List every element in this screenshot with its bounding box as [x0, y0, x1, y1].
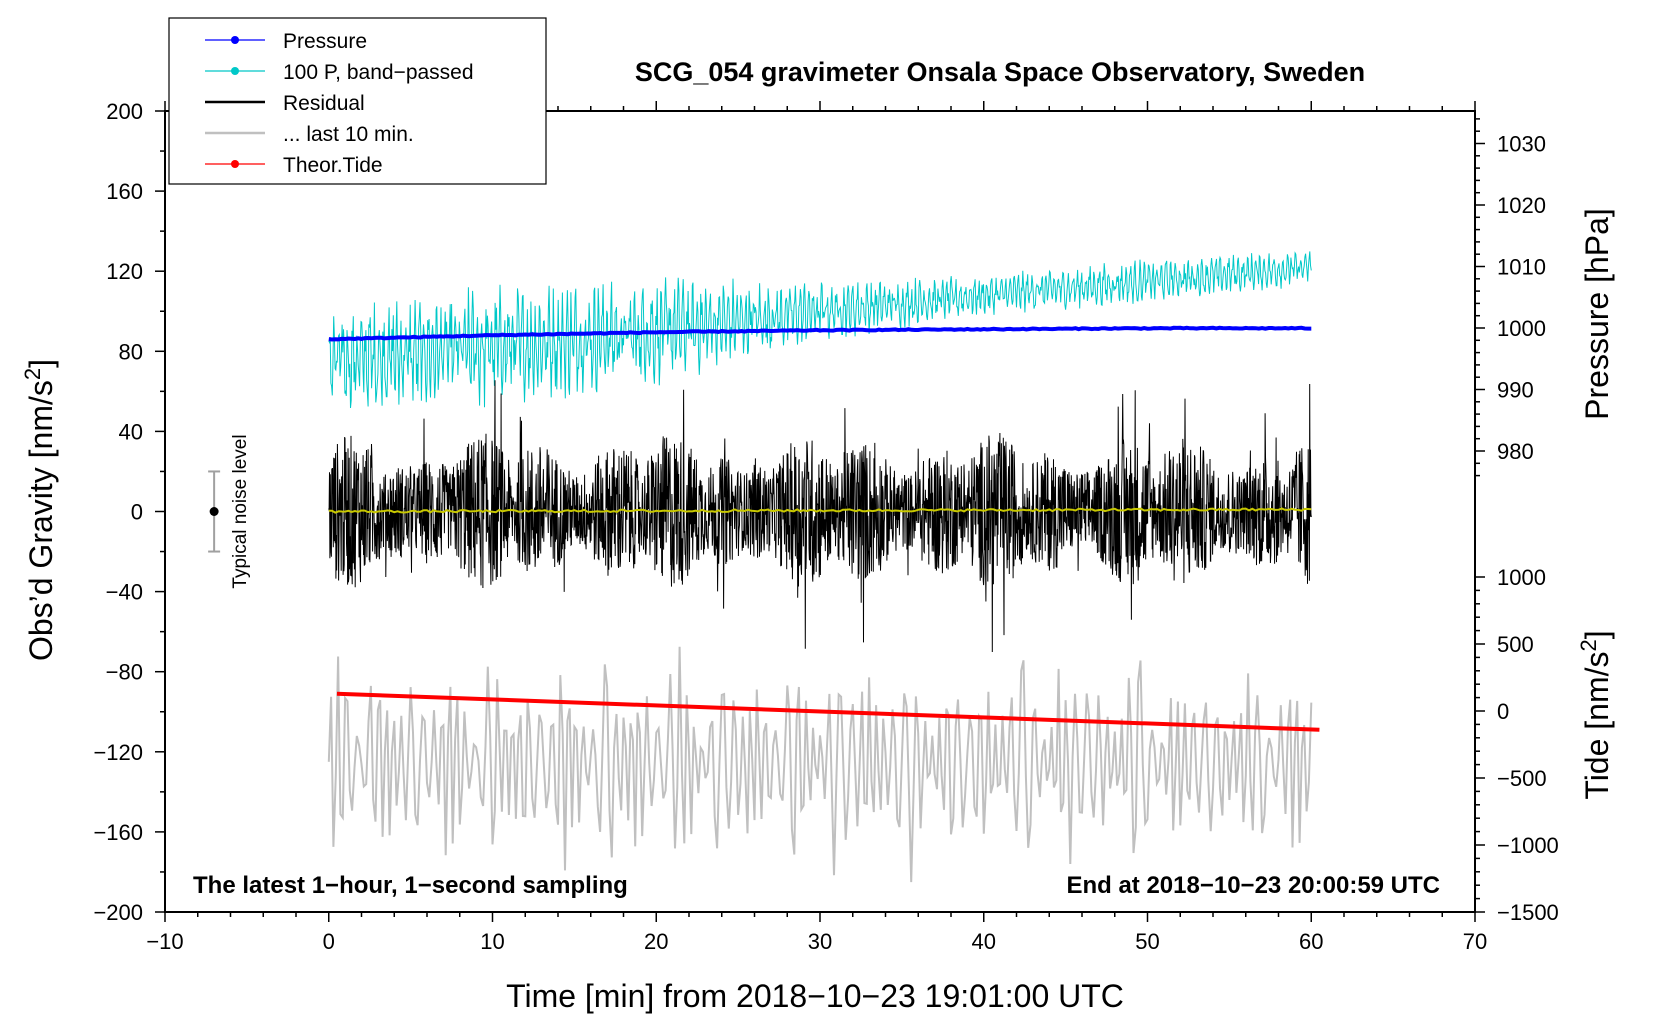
series-band-passed [328, 251, 1312, 409]
y-tick-label: −200 [93, 900, 143, 925]
y-tick-label: 80 [119, 339, 143, 364]
y-tick-label: −160 [93, 820, 143, 845]
x-tick-label: 20 [644, 929, 668, 954]
y-tick-label: 0 [131, 500, 143, 525]
pressure-tick-label: 1000 [1497, 316, 1546, 341]
tide-tick-label: 1000 [1497, 565, 1546, 590]
series-last-10-min [327, 646, 1313, 883]
x-tick-label: 30 [808, 929, 832, 954]
x-tick-label: 70 [1463, 929, 1487, 954]
chart-title: SCG_054 gravimeter Onsala Space Observat… [635, 57, 1365, 87]
y-tick-label: 200 [106, 99, 143, 124]
legend-entry-last-10-min: ... last 10 min. [205, 123, 414, 146]
noise-level-dot [209, 507, 219, 516]
pressure-tick-label: 990 [1497, 378, 1534, 403]
legend-label-pressure: Pressure [283, 30, 367, 53]
x-tick-label: −10 [146, 929, 183, 954]
legend-entry-residual: Residual [205, 92, 365, 115]
tide-tick-label: 500 [1497, 632, 1534, 657]
series-theor-tide [336, 691, 1320, 732]
y-tick-label: −40 [106, 580, 143, 605]
y-tick-label: −120 [93, 740, 143, 765]
legend-label-residual: Residual [283, 92, 365, 115]
x-tick-label: 0 [323, 929, 335, 954]
x-tick-label: 60 [1299, 929, 1323, 954]
pressure-tick-label: 1010 [1497, 255, 1546, 280]
series-residual [328, 380, 1312, 653]
y-axis-title-left-sup: 2 [20, 368, 45, 380]
noise-level-indicator: Typical noise level [208, 434, 251, 589]
tide-tick-label: −1500 [1497, 900, 1559, 925]
series-layer [327, 251, 1320, 883]
legend-entry-pressure: Pressure [205, 30, 367, 53]
y-axis-title-tide-main: Tide [nm/s [1579, 651, 1615, 799]
y-axis-title-tide: Tide [nm/s2] [1576, 630, 1615, 799]
legend-marker-band-passed [231, 67, 239, 75]
legend-marker-pressure [231, 36, 239, 44]
annotation-end-time: End at 2018−10−23 20:00:59 UTC [1066, 872, 1440, 899]
tide-tick-label: 0 [1497, 699, 1509, 724]
series-pressure [328, 325, 1312, 342]
x-tick-label: 10 [480, 929, 504, 954]
y-axis-title-left: Obs’d Gravity [nm/s2] [20, 359, 59, 661]
legend-entry-theor-tide: Theor.Tide [205, 154, 383, 177]
y-tick-label: 160 [106, 179, 143, 204]
x-axis-title: Time [min] from 2018−10−23 19:01:00 UTC [506, 978, 1124, 1014]
legend-marker-theor-tide [231, 160, 239, 168]
x-tick-label: 50 [1135, 929, 1159, 954]
y-axis-title-pressure: Pressure [hPa] [1579, 208, 1615, 420]
noise-level-label: Typical noise level [230, 434, 251, 588]
x-tick-label: 40 [972, 929, 996, 954]
tide-tick-label: −1000 [1497, 833, 1559, 858]
y-tick-label: −80 [106, 660, 143, 685]
pressure-tick-label: 980 [1497, 439, 1534, 464]
tide-tick-label: −500 [1497, 766, 1547, 791]
legend-label-theor-tide: Theor.Tide [283, 154, 383, 177]
pressure-tick-label: 1030 [1497, 132, 1546, 157]
axes-layer: −10 0 10 20 30 40 50 60 7020016012080400−40−80−1… [93, 99, 1558, 954]
legend-label-last-10-min: ... last 10 min. [283, 123, 414, 146]
series-residual-smoothed [328, 507, 1312, 514]
y-axis-title-tide-sup: 2 [1576, 639, 1601, 651]
y-axis-title-tide-close: ] [1579, 630, 1615, 639]
y-tick-label: 40 [119, 419, 143, 444]
y-axis-title-left-main: Obs’d Gravity [nm/s [23, 380, 59, 661]
annotation-sampling: The latest 1−hour, 1−second sampling [193, 872, 628, 899]
legend-label-band-passed: 100 P, band−passed [283, 61, 474, 84]
legend: Pressure 100 P, band−passed Residual ...… [168, 17, 547, 185]
y-tick-label: 120 [106, 259, 143, 284]
y-axis-title-left-close: ] [23, 359, 59, 368]
pressure-tick-label: 1020 [1497, 193, 1546, 218]
legend-entry-band-passed: 100 P, band−passed [205, 61, 474, 84]
